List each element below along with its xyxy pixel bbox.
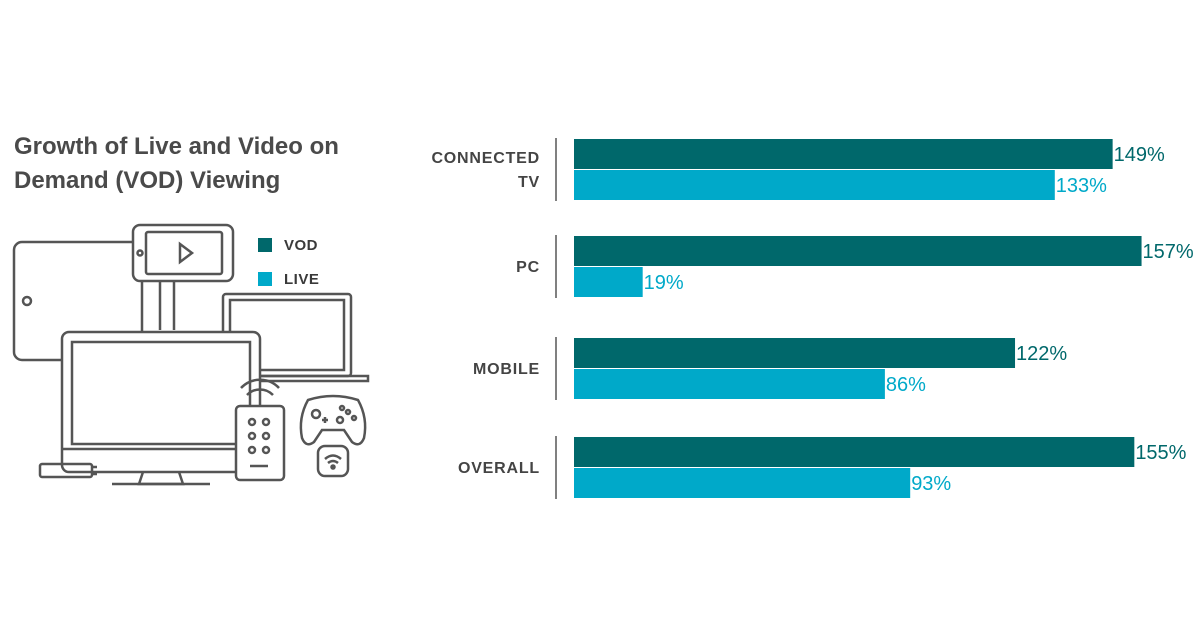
bar-live-pc [574, 267, 643, 297]
legend-label-live: LIVE [284, 270, 320, 288]
bar-live-connected-tv [574, 170, 1055, 200]
bar-vod-pc [574, 236, 1142, 266]
value-label-live-overall: 93% [911, 473, 951, 495]
legend-swatch-vod [258, 238, 272, 252]
devices-illustration-icon [12, 223, 370, 486]
bar-vod-connected-tv [574, 139, 1113, 169]
legend: VOD LIVE [258, 228, 319, 296]
legend-item-vod: VOD [258, 228, 319, 262]
category-label-mobile: MOBILE [473, 361, 540, 378]
bar-vod-overall [574, 437, 1135, 467]
legend-label-vod: VOD [284, 236, 319, 254]
value-label-vod-connected-tv: 149% [1114, 144, 1165, 166]
bar-vod-mobile [574, 338, 1016, 368]
value-label-vod-pc: 157% [1143, 241, 1194, 263]
bar-live-mobile [574, 369, 885, 399]
category-label-connected-tv: CONNECTED TV [431, 150, 540, 191]
category-label-overall: OVERALL [458, 460, 540, 477]
value-label-vod-overall: 155% [1135, 442, 1186, 464]
title-line-2: Demand (VOD) Viewing [14, 167, 281, 194]
legend-swatch-live [258, 272, 272, 286]
value-label-live-mobile: 86% [886, 374, 926, 396]
legend-item-live: LIVE [258, 262, 319, 296]
category-label-pc: PC [516, 259, 540, 276]
chart-title: Growth of Live and Video on Demand (VOD)… [14, 130, 394, 198]
value-label-vod-mobile: 122% [1016, 343, 1067, 365]
title-line-1: Growth of Live and Video on [14, 133, 339, 160]
bar-live-overall [574, 468, 911, 498]
value-label-live-pc: 19% [644, 272, 684, 294]
value-label-live-connected-tv: 133% [1056, 175, 1107, 197]
